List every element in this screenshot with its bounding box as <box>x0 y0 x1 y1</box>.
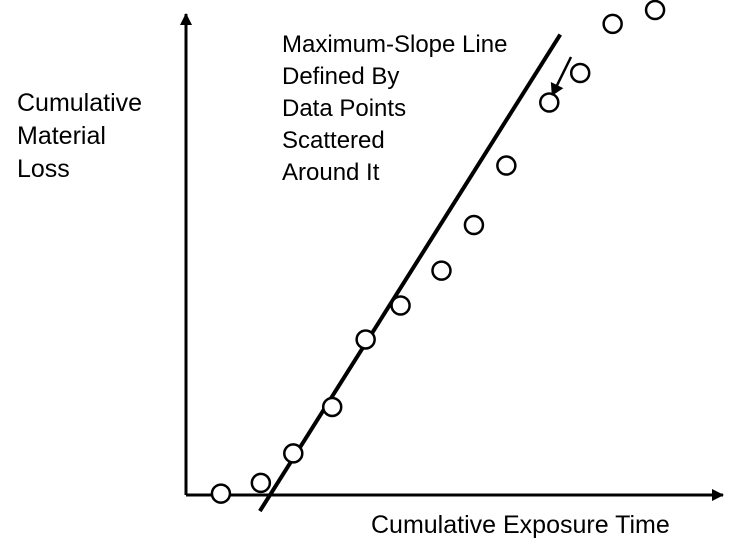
annotation-line-5: Around It <box>282 159 380 186</box>
y-axis-label-line-2: Material <box>17 122 106 150</box>
annotation-text: Maximum-Slope Line Defined By Data Point… <box>282 31 514 186</box>
data-point <box>644 0 666 21</box>
y-axis-label-line-1: Cumulative <box>17 89 142 117</box>
data-point <box>390 295 411 316</box>
annotation-line-3: Data Points <box>282 95 406 122</box>
data-point <box>569 62 591 84</box>
fit-line-layer <box>258 33 562 513</box>
x-axis-label: Cumulative Exposure Time <box>371 511 670 539</box>
annotation-line-2: Defined By <box>282 63 399 90</box>
data-point <box>496 155 517 176</box>
data-point <box>355 329 376 350</box>
annotation-arrow <box>550 56 573 96</box>
annotation-line-1: Maximum-Slope Line <box>282 31 507 58</box>
data-point <box>283 443 304 464</box>
y-axis-label-line-3: Loss <box>17 155 70 183</box>
data-point <box>463 214 485 236</box>
annotation-arrow-layer <box>550 56 573 96</box>
y-axis-label: Cumulative Material Loss <box>17 89 149 183</box>
axes <box>180 13 724 501</box>
data-point <box>210 483 232 504</box>
data-point <box>431 260 452 281</box>
data-point <box>321 396 343 418</box>
data-point <box>539 92 560 113</box>
max-slope-fit-line <box>258 33 562 513</box>
data-points-layer <box>210 0 666 504</box>
data-point <box>602 13 623 35</box>
annotation-line-4: Scattered <box>282 127 385 154</box>
data-point <box>250 472 272 494</box>
